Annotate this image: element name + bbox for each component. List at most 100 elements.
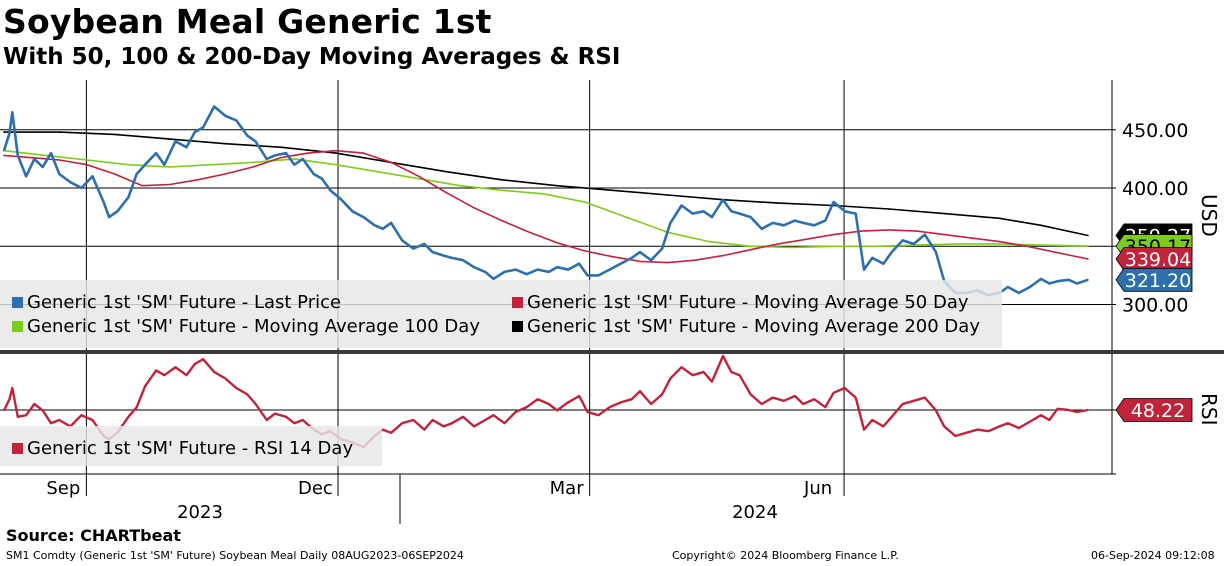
data-point-price bbox=[738, 212, 741, 215]
data-point-rsi bbox=[431, 419, 434, 421]
data-point-price bbox=[293, 163, 296, 166]
y-axis-label-usd: USD bbox=[1197, 194, 1221, 237]
data-point-rsi bbox=[965, 432, 968, 434]
data-point-price bbox=[382, 228, 384, 230]
price-legend-box bbox=[0, 280, 1002, 348]
data-point-ma50 bbox=[224, 173, 226, 175]
series-line-ma50 bbox=[3, 149, 1089, 264]
data-point-ma200 bbox=[58, 131, 61, 133]
data-point-rsi bbox=[536, 398, 539, 401]
data-point-price bbox=[11, 111, 14, 114]
data-point-ma100 bbox=[1040, 244, 1042, 246]
data-point-price bbox=[722, 198, 724, 201]
chart-title: Soybean Meal Generic 1st bbox=[3, 2, 492, 41]
data-point-ma50 bbox=[196, 179, 199, 181]
data-point-rsi bbox=[1029, 420, 1031, 423]
data-point-rsi bbox=[1067, 409, 1070, 411]
data-point-price bbox=[246, 134, 249, 137]
data-point-price bbox=[702, 210, 705, 213]
data-point-price bbox=[213, 105, 215, 108]
data-point-price bbox=[462, 259, 464, 262]
data-point-rsi bbox=[58, 419, 61, 421]
data-point-ma100 bbox=[376, 170, 379, 173]
data-point-price bbox=[802, 222, 804, 224]
data-point-ma50 bbox=[445, 191, 448, 194]
data-point-ma200 bbox=[501, 179, 503, 181]
data-point-rsi bbox=[1076, 411, 1078, 413]
data-point-rsi bbox=[265, 419, 268, 421]
data-point-ma100 bbox=[791, 246, 793, 249]
data-point-rsi bbox=[890, 416, 893, 418]
data-point-ma50 bbox=[805, 238, 807, 241]
data-point-price bbox=[711, 216, 713, 218]
data-point-price bbox=[401, 239, 404, 242]
data-point-rsi bbox=[630, 398, 633, 401]
data-point-ma200 bbox=[777, 202, 780, 204]
data-point-price bbox=[832, 201, 835, 203]
data-point-ma50 bbox=[279, 156, 282, 159]
data-point-ma50 bbox=[335, 149, 337, 152]
data-point-rsi bbox=[194, 363, 196, 365]
data-point-rsi bbox=[749, 393, 752, 396]
data-point-price bbox=[50, 152, 52, 154]
data-point-ma50 bbox=[30, 156, 33, 159]
data-point-ma50 bbox=[169, 183, 171, 186]
ytick-label-0: 300.00 bbox=[1122, 295, 1188, 317]
data-point-ma200 bbox=[666, 194, 669, 196]
data-point-price bbox=[116, 210, 119, 213]
data-point-ma100 bbox=[998, 243, 1001, 245]
data-point-rsi bbox=[943, 425, 945, 428]
data-point-rsi bbox=[586, 411, 589, 413]
data-point-price bbox=[25, 175, 27, 178]
data-point-price bbox=[597, 274, 600, 277]
data-point-rsi bbox=[813, 398, 815, 401]
data-point-price bbox=[1007, 286, 1009, 288]
legend-label-price: Generic 1st 'SM' Future - Last Price bbox=[27, 292, 342, 313]
data-point-price bbox=[1087, 279, 1089, 281]
data-point-price bbox=[890, 251, 893, 253]
data-point-price bbox=[680, 204, 683, 207]
data-point-price bbox=[285, 152, 287, 154]
data-point-price bbox=[127, 196, 130, 199]
data-point-rsi bbox=[80, 414, 83, 417]
main-series-ma50 bbox=[3, 149, 1089, 264]
data-point-ma200 bbox=[3, 131, 5, 133]
data-point-rsi bbox=[473, 425, 475, 428]
data-point-rsi bbox=[412, 419, 415, 421]
data-point-ma200 bbox=[279, 146, 282, 148]
data-point-price bbox=[312, 173, 315, 175]
data-point-ma50 bbox=[3, 154, 5, 157]
data-point-ma50 bbox=[141, 184, 144, 187]
data-point-rsi bbox=[871, 419, 874, 421]
data-point-ma50 bbox=[556, 242, 558, 244]
data-point-price bbox=[265, 158, 268, 160]
data-point-ma50 bbox=[915, 230, 918, 232]
legend-label-ma50: Generic 1st 'SM' Future - Moving Average… bbox=[527, 292, 969, 313]
data-point-rsi bbox=[274, 412, 276, 415]
data-point-rsi bbox=[163, 374, 166, 377]
data-point-ma100 bbox=[957, 243, 959, 245]
data-point-ma100 bbox=[459, 184, 462, 187]
data-point-price bbox=[935, 251, 937, 253]
data-point-price bbox=[185, 146, 188, 148]
data-point-price bbox=[871, 257, 874, 259]
data-point-ma100 bbox=[418, 177, 420, 180]
data-point-rsi bbox=[401, 422, 404, 425]
data-point-price bbox=[1018, 292, 1020, 294]
data-point-price bbox=[373, 224, 376, 227]
main-series-price bbox=[2, 105, 1089, 297]
last-value-box-rsi bbox=[1115, 398, 1193, 422]
data-point-rsi bbox=[669, 377, 672, 380]
data-point-price bbox=[536, 268, 539, 271]
data-point-rsi bbox=[567, 401, 569, 404]
data-point-rsi bbox=[608, 406, 611, 409]
data-point-price bbox=[442, 254, 445, 257]
data-point-price bbox=[41, 166, 44, 168]
data-point-price bbox=[163, 163, 166, 166]
data-point-ma50 bbox=[583, 250, 586, 252]
data-point-ma100 bbox=[542, 193, 544, 195]
data-point-price bbox=[224, 115, 226, 117]
data-point-rsi bbox=[41, 409, 44, 412]
data-point-price bbox=[1067, 279, 1070, 281]
data-point-rsi bbox=[924, 396, 926, 399]
